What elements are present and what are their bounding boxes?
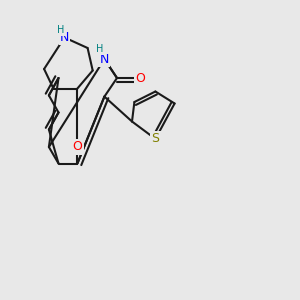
Text: S: S — [152, 132, 159, 146]
Text: H: H — [96, 44, 103, 55]
Text: H: H — [57, 25, 64, 35]
Text: N: N — [100, 52, 109, 66]
Text: O: O — [73, 140, 82, 154]
Text: O: O — [136, 71, 145, 85]
Text: N: N — [60, 31, 69, 44]
